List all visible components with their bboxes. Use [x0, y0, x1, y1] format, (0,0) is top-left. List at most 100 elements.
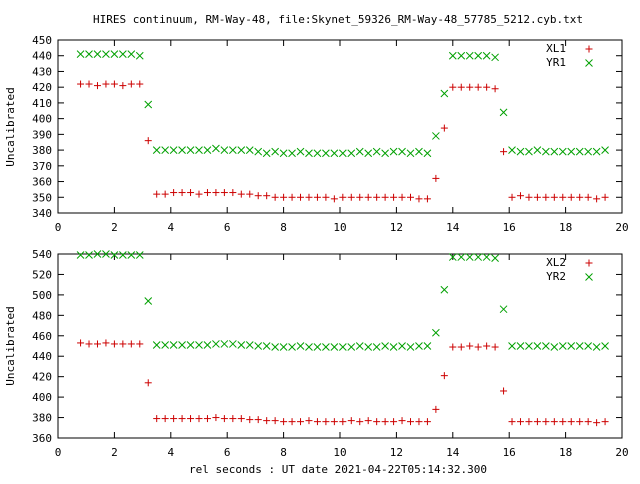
data-point-xl2 — [339, 418, 347, 426]
data-point-yr1 — [465, 51, 474, 60]
data-point-yr1 — [85, 50, 93, 59]
data-point-yr2 — [364, 343, 373, 351]
data-point-xl1 — [466, 83, 474, 91]
data-point-xl2 — [297, 418, 305, 426]
data-point-yr2 — [110, 251, 119, 259]
data-point-xl1 — [347, 193, 355, 201]
x-tick-label: 20 — [615, 221, 628, 234]
bottom-legend: XL2 YR2 — [546, 256, 593, 283]
data-point-yr2 — [296, 342, 305, 350]
data-point-yr2 — [381, 342, 389, 350]
data-point-yr2 — [85, 251, 93, 259]
data-point-yr1 — [271, 147, 279, 156]
data-point-yr1 — [457, 51, 466, 60]
data-point-yr2 — [144, 297, 153, 305]
data-point-yr1 — [575, 147, 584, 156]
data-point-yr2 — [423, 342, 432, 350]
x-tick-label: 12 — [390, 446, 403, 459]
data-point-xl2 — [474, 343, 482, 351]
data-point-yr2 — [161, 341, 170, 349]
data-point-yr2 — [195, 341, 203, 349]
data-point-xl2 — [466, 342, 474, 350]
data-point-xl2 — [280, 418, 288, 426]
data-point-xl1 — [584, 193, 592, 201]
data-point-yr2 — [338, 343, 347, 351]
legend-swatch-yr1 — [585, 59, 593, 67]
data-point-yr1 — [245, 146, 254, 154]
data-point-yr2 — [406, 343, 415, 351]
data-point-xl2 — [533, 418, 541, 426]
top-data-points — [76, 50, 609, 203]
data-point-yr2 — [533, 342, 542, 350]
data-point-yr2 — [135, 251, 144, 259]
x-tick-label: 0 — [55, 221, 62, 234]
data-point-xl1 — [491, 85, 499, 93]
data-point-yr2 — [440, 285, 449, 294]
legend-label-xl2: XL2 — [546, 256, 566, 269]
data-point-xl2 — [330, 418, 338, 426]
data-point-yr1 — [508, 146, 516, 154]
x-tick-label: 8 — [280, 221, 287, 234]
data-point-xl2 — [136, 340, 144, 348]
legend-swatch-xl2 — [585, 259, 593, 267]
data-point-xl1 — [559, 193, 567, 201]
bottom-axis-ticks — [57, 253, 623, 439]
data-point-yr2 — [271, 343, 279, 351]
x-tick-label: 6 — [224, 446, 231, 459]
x-tick-label: 20 — [615, 446, 628, 459]
data-point-yr2 — [465, 253, 474, 261]
data-point-yr2 — [186, 341, 195, 349]
data-point-xl2 — [170, 415, 178, 423]
data-point-yr1 — [330, 149, 339, 158]
data-point-yr2 — [228, 340, 237, 348]
data-point-yr1 — [542, 147, 550, 156]
data-point-yr1 — [119, 50, 127, 59]
data-point-xl2 — [161, 415, 169, 423]
data-point-xl1 — [119, 82, 127, 90]
data-point-yr1 — [338, 149, 347, 158]
data-point-yr2 — [203, 341, 212, 349]
data-point-yr2 — [102, 250, 110, 258]
data-point-xl2 — [93, 340, 101, 348]
data-point-xl1 — [398, 193, 406, 201]
y-tick-label: 400 — [32, 391, 52, 404]
data-point-xl1 — [288, 193, 296, 201]
data-point-xl2 — [119, 340, 127, 348]
data-point-yr2 — [508, 342, 516, 350]
data-point-yr2 — [254, 342, 263, 350]
data-point-xl1 — [423, 195, 431, 203]
x-tick-label: 14 — [446, 221, 460, 234]
y-tick-label: 430 — [32, 65, 52, 78]
data-point-yr1 — [212, 144, 220, 153]
data-point-xl1 — [220, 189, 228, 197]
data-point-yr1 — [144, 100, 153, 109]
data-point-xl2 — [381, 418, 389, 426]
data-point-yr1 — [584, 147, 593, 156]
data-point-xl2 — [246, 416, 254, 424]
data-point-yr2 — [550, 343, 559, 351]
data-point-xl2 — [457, 343, 465, 351]
data-point-xl1 — [102, 80, 110, 88]
data-point-yr2 — [592, 343, 601, 351]
data-point-xl2 — [322, 418, 330, 426]
y-tick-label: 400 — [32, 113, 52, 126]
data-point-xl1 — [381, 193, 389, 201]
data-point-yr2 — [279, 343, 288, 351]
data-point-yr2 — [516, 342, 525, 350]
data-point-xl2 — [229, 415, 237, 423]
data-point-yr1 — [525, 147, 533, 156]
data-point-xl1 — [474, 83, 482, 91]
data-point-yr1 — [567, 147, 576, 156]
x-tick-label: 18 — [559, 446, 572, 459]
data-point-xl2 — [288, 418, 296, 426]
x-tick-label: 10 — [333, 221, 346, 234]
x-tick-label: 10 — [333, 446, 346, 459]
data-point-xl1 — [407, 193, 414, 201]
data-point-xl1 — [170, 189, 178, 197]
data-point-yr1 — [279, 149, 288, 158]
bottom-data-points — [76, 250, 609, 427]
data-point-yr1 — [178, 146, 186, 154]
data-point-xl1 — [178, 189, 186, 197]
data-point-yr2 — [313, 343, 322, 351]
